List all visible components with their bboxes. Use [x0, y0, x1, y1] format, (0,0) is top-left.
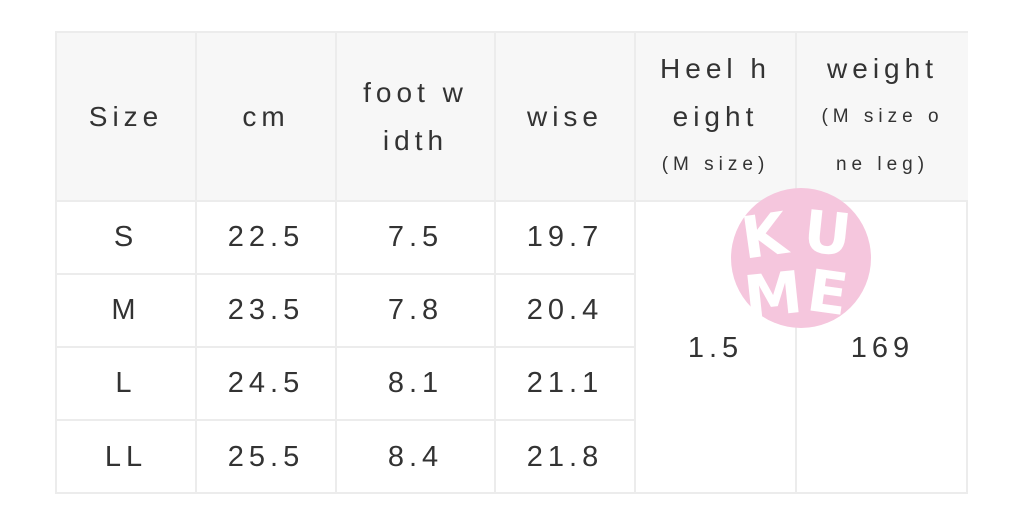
heel-height-value-text: 1.5 — [687, 331, 744, 364]
cell-size: LL — [57, 421, 197, 494]
header-heel-height-line1: Heel h — [660, 52, 771, 84]
cell-text: S — [113, 221, 139, 253]
weight-value-text: 169 — [850, 331, 915, 364]
cell-foot-width: 7.8 — [337, 275, 496, 348]
cell-text: LL — [104, 441, 148, 473]
header-heel-height: Heel h eight (M size) — [636, 33, 797, 202]
cell-cm: 22.5 — [197, 202, 337, 275]
cell-size: M — [57, 275, 197, 348]
cell-text: 23.5 — [227, 294, 305, 326]
weight-value: 169 — [797, 202, 968, 494]
header-foot-width-line1: foot w — [363, 76, 468, 108]
header-cm-text: cm — [242, 100, 290, 132]
header-foot-width: foot w idth — [337, 33, 496, 202]
header-cm: cm — [197, 33, 337, 202]
header-heel-height-note: (M size) — [661, 153, 770, 175]
cell-text: 19.7 — [526, 221, 604, 253]
cell-cm: 24.5 — [197, 348, 337, 421]
cell-text: L — [115, 367, 137, 399]
header-wise-text: wise — [526, 100, 603, 132]
svg-text:E: E — [803, 256, 852, 329]
cell-cm: 25.5 — [197, 421, 337, 494]
cell-wise: 19.7 — [496, 202, 636, 275]
cell-text: 21.1 — [526, 367, 604, 399]
svg-text:M: M — [741, 258, 806, 329]
cell-foot-width: 8.1 — [337, 348, 496, 421]
cell-text: M — [111, 294, 141, 326]
svg-text:U: U — [800, 197, 854, 270]
header-foot-width-line2: idth — [382, 124, 449, 156]
header-weight-note-line1: (M size o — [821, 105, 944, 127]
cell-text: 7.8 — [387, 294, 444, 326]
cell-size: S — [57, 202, 197, 275]
header-size-text: Size — [88, 100, 164, 132]
cell-text: 22.5 — [227, 221, 305, 253]
cell-foot-width: 8.4 — [337, 421, 496, 494]
cell-cm: 23.5 — [197, 275, 337, 348]
cell-wise: 21.8 — [496, 421, 636, 494]
cell-text: 8.4 — [387, 441, 444, 473]
header-weight-text: weight — [827, 52, 938, 84]
header-wise: wise — [496, 33, 636, 202]
size-table: Size cm foot w idth wise Heel h eight (M si… — [55, 31, 968, 494]
cell-foot-width: 7.5 — [337, 202, 496, 275]
cell-size: L — [57, 348, 197, 421]
cell-text: 8.1 — [387, 367, 444, 399]
cell-text: 7.5 — [387, 221, 444, 253]
header-heel-height-line2: eight — [672, 100, 759, 132]
kume-watermark-logo: K U M E — [731, 188, 871, 329]
header-weight: weight (M size o ne leg) — [797, 33, 968, 202]
cell-wise: 20.4 — [496, 275, 636, 348]
header-size: Size — [57, 33, 197, 202]
cell-text: 25.5 — [227, 441, 305, 473]
cell-text: 21.8 — [526, 441, 604, 473]
cell-text: 20.4 — [526, 294, 604, 326]
cell-wise: 21.1 — [496, 348, 636, 421]
heel-height-value: 1.5 — [636, 202, 797, 494]
header-weight-note-line2: ne leg) — [835, 153, 930, 175]
cell-text: 24.5 — [227, 367, 305, 399]
